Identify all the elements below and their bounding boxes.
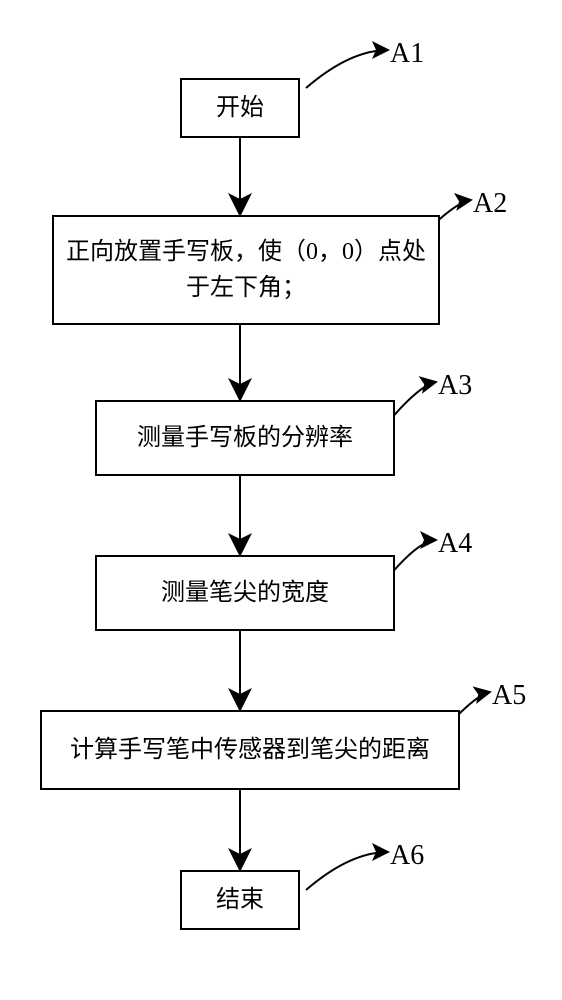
flow-node-a6: 结束 [180, 870, 300, 930]
callout-arrow [390, 540, 436, 575]
flow-node-text: 计算手写笔中传感器到笔尖的距离 [70, 732, 430, 768]
flow-node-text: 测量手写板的分辨率 [137, 420, 353, 456]
flow-node-a2: 正向放置手写板，使（0，0）点处于左下角； [52, 215, 440, 325]
flow-node-a1: 开始 [180, 78, 300, 138]
callout-arrow [390, 382, 436, 420]
flow-node-a5: 计算手写笔中传感器到笔尖的距离 [40, 710, 460, 790]
flow-node-a4: 测量笔尖的宽度 [95, 555, 395, 631]
callout-label-a2: A2 [473, 188, 507, 220]
flow-node-text: 结束 [216, 882, 264, 918]
callout-arrow [306, 50, 388, 88]
callout-arrow [306, 852, 388, 890]
flow-node-text: 测量笔尖的宽度 [161, 575, 329, 611]
callout-label-a1: A1 [390, 38, 424, 70]
flow-node-text: 正向放置手写板，使（0，0）点处于左下角； [66, 234, 426, 306]
callout-label-a4: A4 [438, 528, 472, 560]
callout-label-a6: A6 [390, 840, 424, 872]
callout-label-a5: A5 [492, 680, 526, 712]
flow-node-text: 开始 [216, 90, 264, 126]
callout-label-a3: A3 [438, 370, 472, 402]
flow-arrows [0, 0, 562, 1000]
flow-node-a3: 测量手写板的分辨率 [95, 400, 395, 476]
